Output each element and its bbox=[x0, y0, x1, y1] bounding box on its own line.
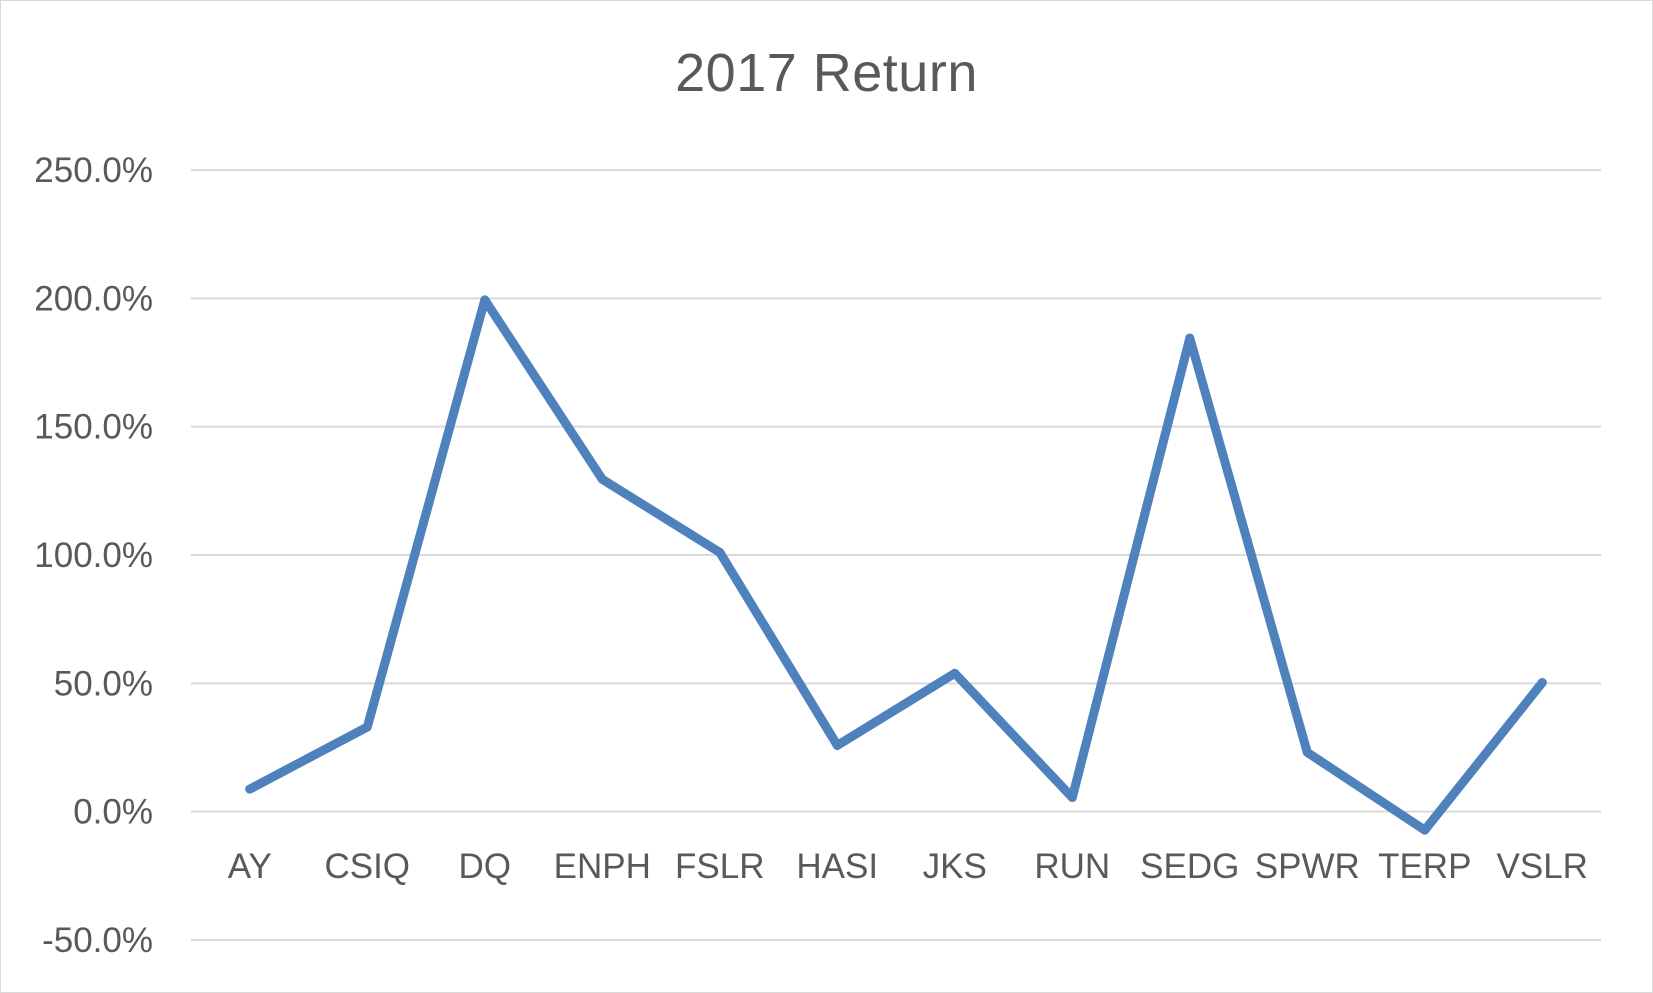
x-tick-label: FSLR bbox=[675, 847, 764, 886]
data-point-vslr bbox=[1537, 678, 1547, 688]
data-point-jks bbox=[950, 668, 960, 678]
data-point-fslr bbox=[715, 547, 725, 557]
y-tick-label: -50.0% bbox=[42, 921, 153, 960]
y-tick-label: 0.0% bbox=[73, 793, 153, 832]
series-line bbox=[245, 295, 1547, 835]
x-tick-label: SPWR bbox=[1255, 847, 1360, 886]
y-tick-label: 200.0% bbox=[34, 279, 153, 318]
x-tick-label: VSLR bbox=[1497, 847, 1588, 886]
x-tick-label: TERP bbox=[1378, 847, 1471, 886]
x-tick-label: RUN bbox=[1034, 847, 1110, 886]
y-axis-tick-labels: -50.0% 0.0% 50.0% 100.0% 150.0% 200.0% 250.0% bbox=[34, 151, 153, 960]
data-point-sedg bbox=[1185, 333, 1195, 343]
data-point-terp bbox=[1420, 825, 1430, 835]
x-tick-label: AY bbox=[228, 847, 272, 886]
y-tick-label: 100.0% bbox=[34, 536, 153, 575]
data-point-ay bbox=[245, 784, 255, 794]
y-tick-label: 250.0% bbox=[34, 151, 153, 190]
data-point-dq bbox=[480, 295, 490, 305]
x-tick-label: DQ bbox=[459, 847, 512, 886]
data-point-spwr bbox=[1302, 747, 1312, 757]
data-point-run bbox=[1067, 793, 1077, 803]
y-tick-label: 50.0% bbox=[54, 664, 153, 703]
x-tick-label: JKS bbox=[923, 847, 987, 886]
x-axis-tick-labels: AY CSIQ DQ ENPH FSLR HASI JKS RUN SEDG SPWR TERP VS… bbox=[228, 847, 1588, 886]
gridlines bbox=[191, 169, 1601, 941]
data-point-hasi bbox=[832, 740, 842, 750]
x-tick-label: CSIQ bbox=[324, 847, 410, 886]
y-tick-label: 150.0% bbox=[34, 408, 153, 447]
data-point-enph bbox=[597, 474, 607, 484]
x-tick-label: SEDG bbox=[1140, 847, 1239, 886]
x-tick-label: ENPH bbox=[554, 847, 651, 886]
chart-title: 2017 Return bbox=[675, 43, 978, 103]
x-tick-label: HASI bbox=[796, 847, 878, 886]
data-point-csiq bbox=[362, 722, 372, 732]
series-layer bbox=[245, 295, 1547, 835]
